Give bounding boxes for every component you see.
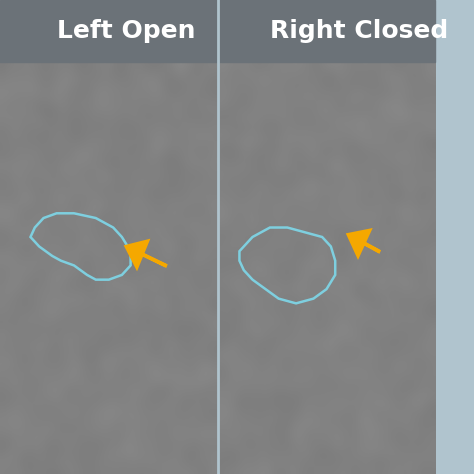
Text: Left Open: Left Open bbox=[56, 19, 195, 43]
FancyArrow shape bbox=[126, 241, 165, 267]
Text: Right Closed: Right Closed bbox=[270, 19, 448, 43]
FancyArrow shape bbox=[348, 230, 379, 256]
Bar bbox=[0, 0, 435, 62]
